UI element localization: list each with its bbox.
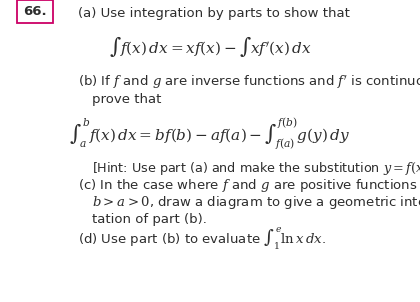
Text: (c) In the case where $f$ and $g$ are positive functions and: (c) In the case where $f$ and $g$ are po… [78,177,420,194]
Text: tation of part (b).: tation of part (b). [92,213,207,226]
Text: (d) Use part (b) to evaluate $\int_1^e \ln x\,dx$.: (d) Use part (b) to evaluate $\int_1^e \… [78,226,326,252]
Text: $\int_a^b f(x)\,dx = bf(b) - af(a) - \int_{f(a)}^{f(b)} g(y)\,dy$: $\int_a^b f(x)\,dx = bf(b) - af(a) - \in… [69,117,351,152]
FancyBboxPatch shape [17,0,52,23]
Text: (b) If $f$ and $g$ are inverse functions and $f'$ is continuous,: (b) If $f$ and $g$ are inverse functions… [78,73,420,91]
Text: [Hint: Use part (a) and make the substitution $y = f(x)$.]: [Hint: Use part (a) and make the substit… [92,160,420,177]
Text: $\int f(x)\,dx = xf(x) - \int xf'(x)\,dx$: $\int f(x)\,dx = xf(x) - \int xf'(x)\,dx… [108,34,312,59]
Text: prove that: prove that [92,92,161,106]
Text: 66.: 66. [23,5,47,18]
Text: (a) Use integration by parts to show that: (a) Use integration by parts to show tha… [78,7,349,20]
Text: $b > a > 0$, draw a diagram to give a geometric interpre-: $b > a > 0$, draw a diagram to give a ge… [92,194,420,211]
